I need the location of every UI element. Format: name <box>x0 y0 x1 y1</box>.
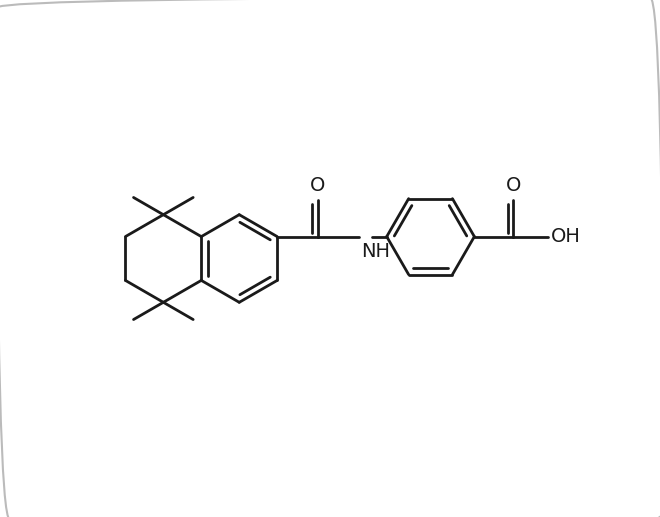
Text: O: O <box>310 176 325 195</box>
Text: NH: NH <box>361 241 390 261</box>
Text: OH: OH <box>550 227 581 246</box>
Text: O: O <box>506 176 521 195</box>
